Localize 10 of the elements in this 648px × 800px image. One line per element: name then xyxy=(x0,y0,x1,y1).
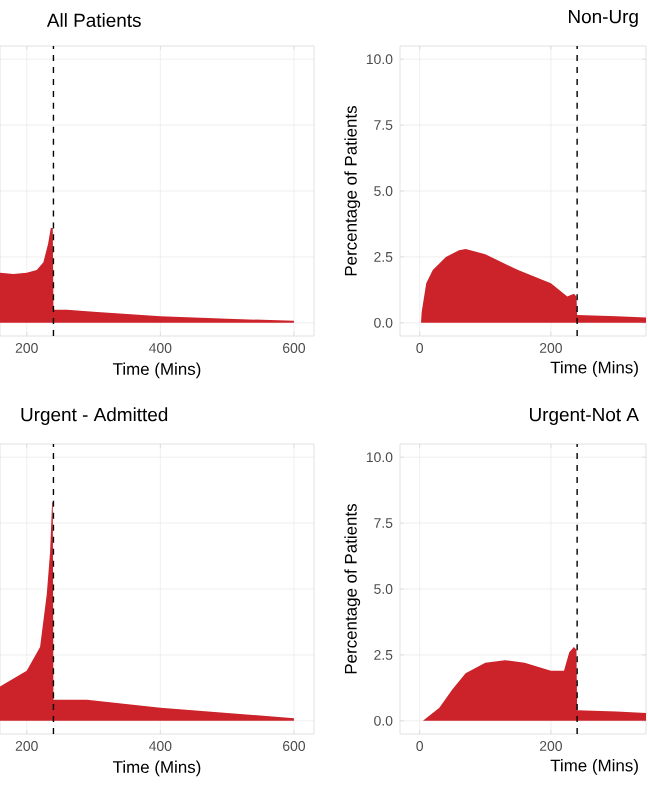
x-axis-title: Time (Mins) xyxy=(113,362,201,379)
chart-title: Non-Urg xyxy=(569,10,638,28)
chart-title: Urgent-Not A xyxy=(529,408,639,426)
x-axis-title: Time (Mins) xyxy=(550,361,638,377)
y-axis-title: Percentage of Patients xyxy=(344,503,361,674)
chart-title: Urgent - Admitted xyxy=(21,407,168,426)
x-axis-title: Time (Mins) xyxy=(550,759,638,775)
x-axis-title: Time (Mins) xyxy=(113,760,201,777)
y-axis-title: Percentage of Patients xyxy=(344,105,361,276)
chart-title: All Patients xyxy=(46,13,141,27)
